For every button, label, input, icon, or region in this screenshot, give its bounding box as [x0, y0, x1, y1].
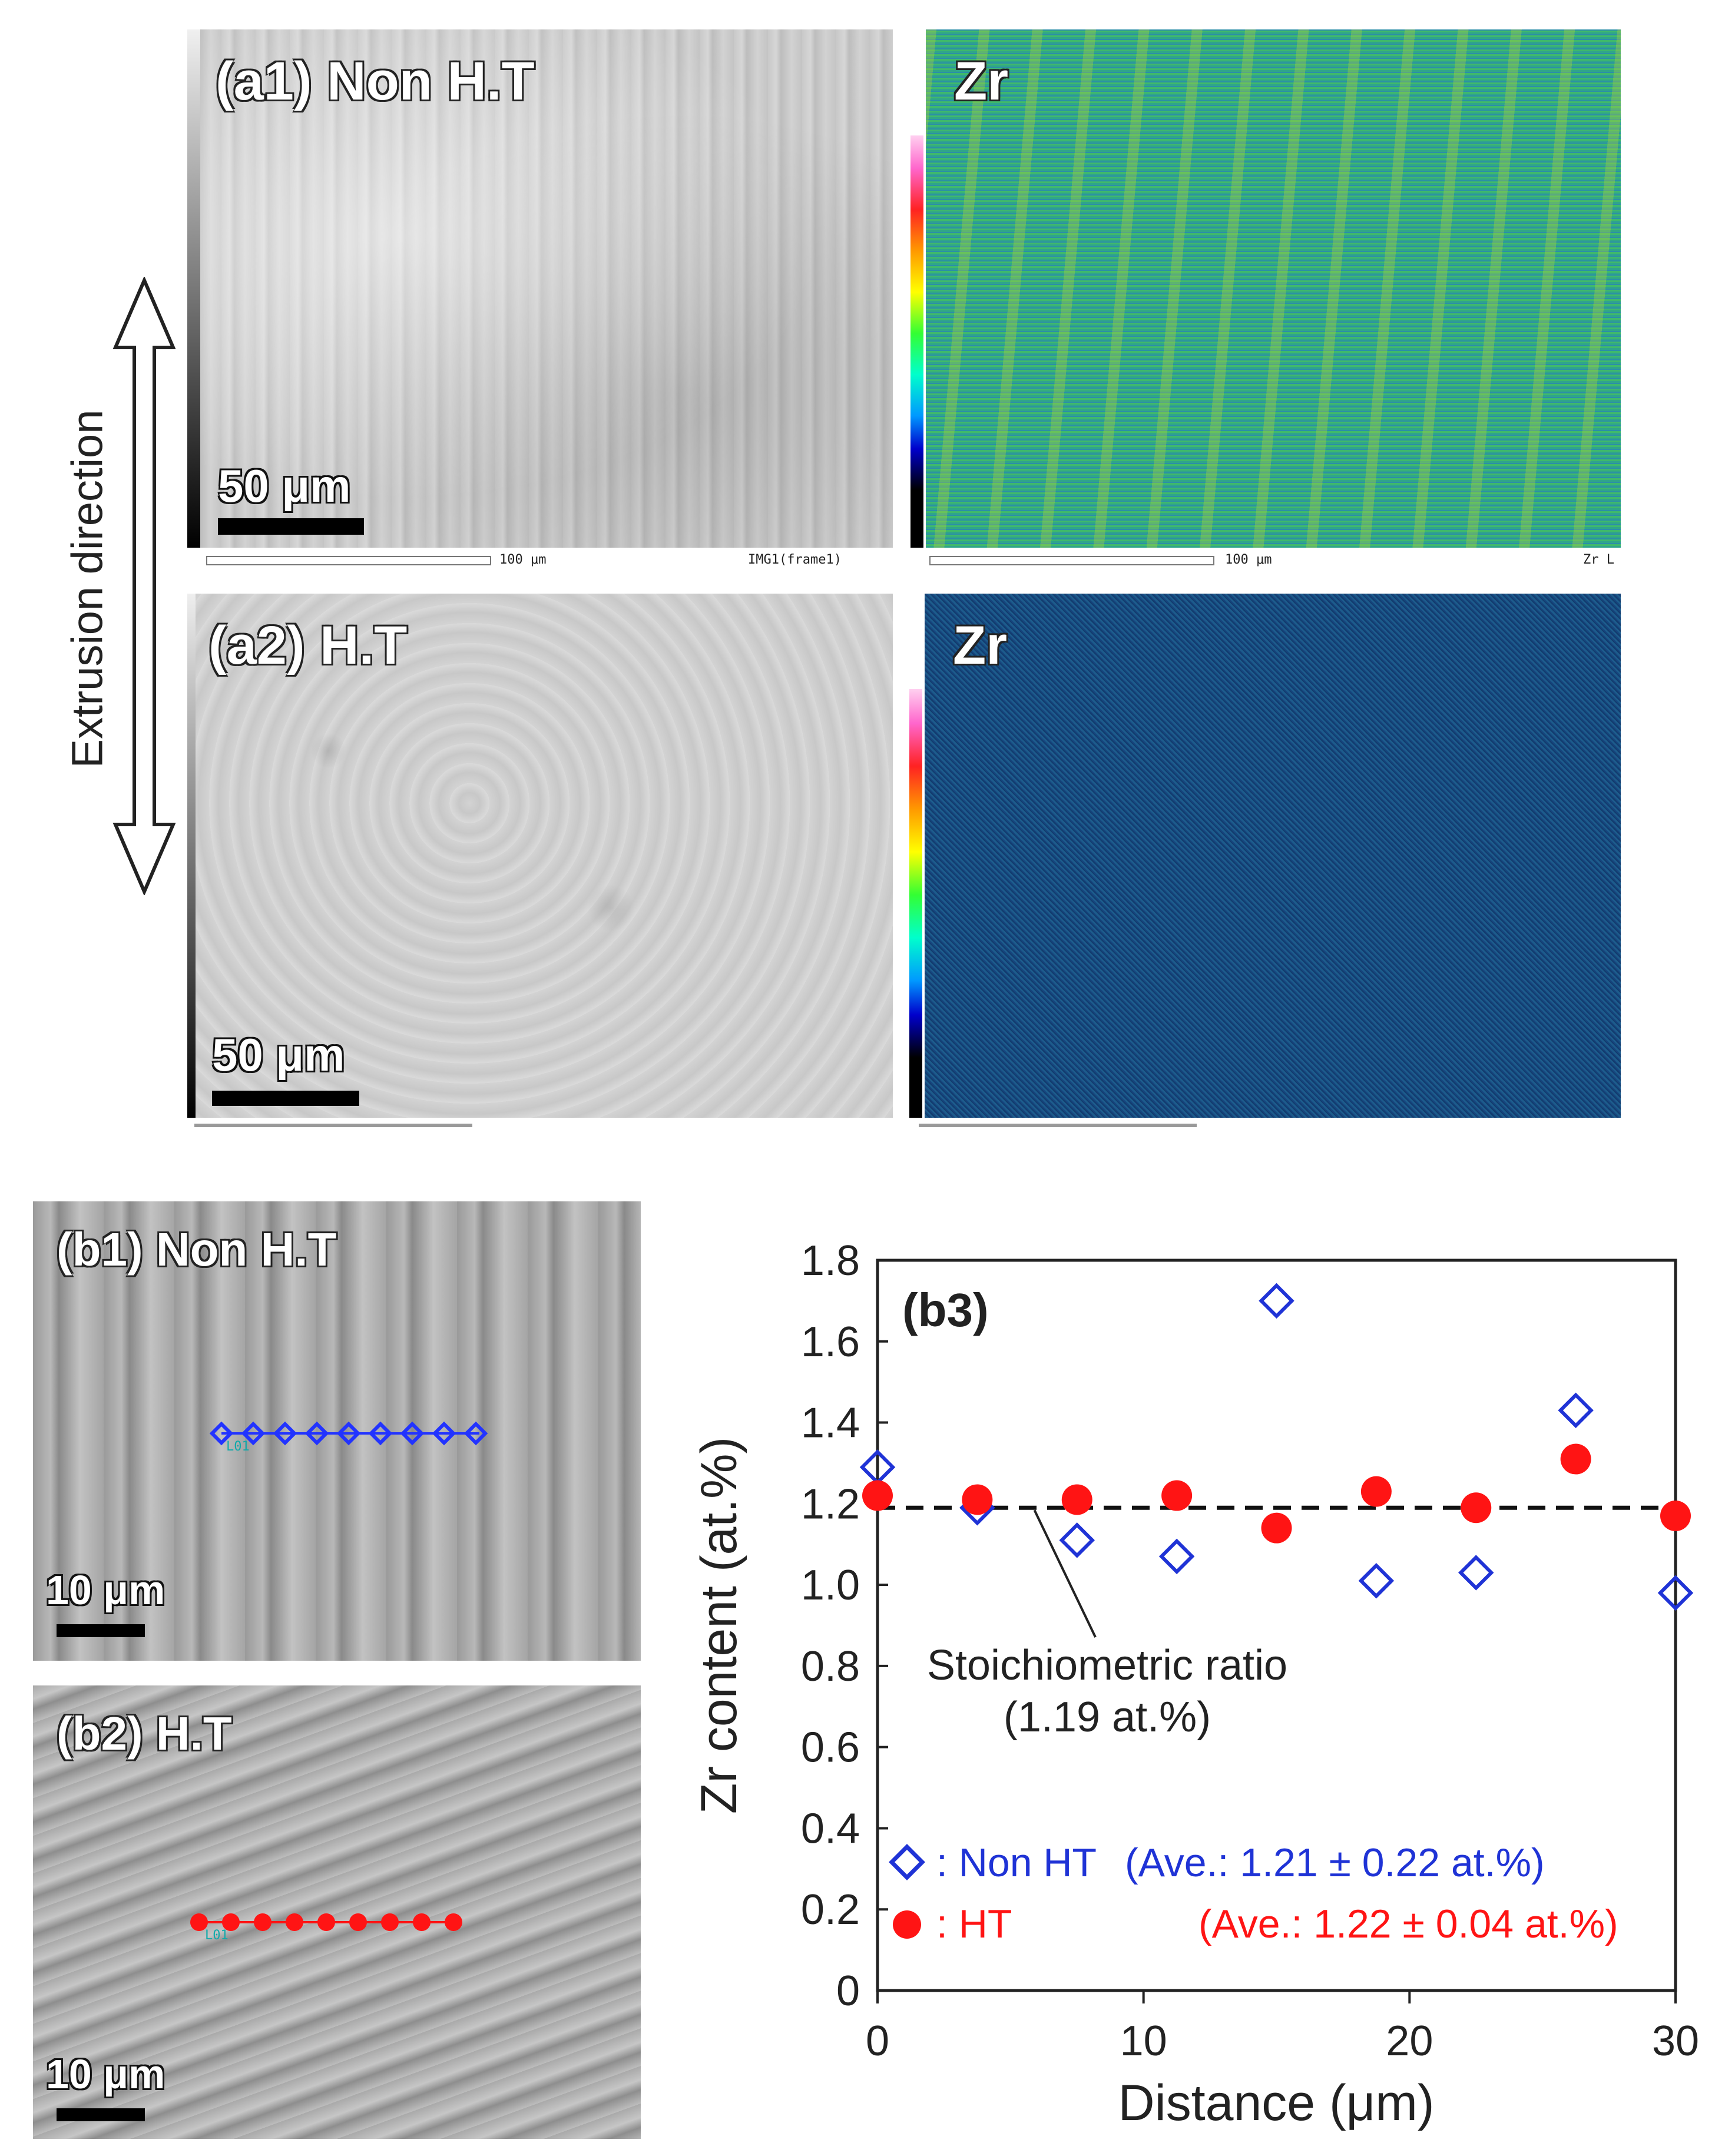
- legend-avg-non-ht: (Ave.: 1.21 ± 0.22 at.%): [1125, 1840, 1545, 1885]
- stoichiometric-pointer: [1033, 1509, 1097, 1638]
- ht-point: [1261, 1512, 1292, 1544]
- non-ht-point: [1458, 1555, 1494, 1591]
- scale-bar-a2: [212, 1091, 359, 1106]
- ht-point: [1461, 1492, 1492, 1524]
- zr-content-chart: 0 0.2 0.4 0.6 0.8 1.0 1.2 1.4 1.6 1.8 0 10 20 30 Sto…: [691, 1237, 1699, 2131]
- y-tick-label: 1.6: [801, 1319, 860, 1366]
- zr-label-1: Zr: [954, 51, 1008, 111]
- ht-point: [1360, 1476, 1392, 1507]
- caption-element-zr1: Zr L: [1583, 552, 1614, 567]
- line-marker-b1: L01: [226, 1439, 250, 1454]
- non-ht-point: [1558, 1392, 1594, 1429]
- caption-bar-a1: [206, 556, 491, 565]
- line-marker-b2: L01: [205, 1928, 229, 1943]
- scale-label-a2: 50 μm: [212, 1029, 345, 1081]
- caption-line-zr2: [919, 1124, 1614, 1127]
- line-scan-b2: [190, 1913, 462, 1931]
- ht-point: [862, 1480, 893, 1511]
- scale-bar-a1: [218, 518, 364, 535]
- scale-bar-b1: [57, 1624, 145, 1637]
- y-tick-label: 1.8: [801, 1237, 860, 1284]
- zr-label-2: Zr: [953, 615, 1007, 675]
- x-axis-title: Distance (μm): [1118, 2075, 1435, 2131]
- x-tick-label: 0: [866, 2018, 889, 2065]
- ht-point: [1061, 1484, 1092, 1515]
- non-ht-point: [1657, 1575, 1694, 1611]
- y-tick-label: 0: [836, 1968, 860, 2015]
- legend: : Non HT (Ave.: 1.21 ± 0.22 at.%) : HT (…: [889, 1840, 1618, 1946]
- caption-line-a2: [194, 1124, 889, 1127]
- legend-label-non-ht: : Non HT: [936, 1840, 1097, 1885]
- caption-scale-a1: 100 μm: [499, 552, 547, 567]
- y-axis-title: Zr content (at.%): [691, 1437, 747, 1814]
- x-tick-label: 10: [1120, 2018, 1167, 2065]
- y-tick-label: 1.2: [801, 1481, 860, 1528]
- caption-scale-zr1: 100 μm: [1225, 552, 1272, 567]
- eds-map-zr-2: Zr: [925, 594, 1621, 1118]
- scale-bar-b2: [57, 2108, 145, 2121]
- eds-map-zr-1: Zr: [926, 29, 1621, 548]
- panel-label-a1: (a1) Non H.T: [216, 51, 535, 111]
- panel-label-b1: (b1) Non H.T: [57, 1223, 337, 1276]
- legend-marker-non-ht: [889, 1844, 925, 1880]
- panel-label-b2: (b2) H.T: [57, 1707, 232, 1760]
- extrusion-arrow: [112, 277, 176, 895]
- stoichiometric-value: (1.19 at.%): [1004, 1694, 1211, 1741]
- scale-label-a1: 50 μm: [218, 460, 351, 512]
- non-ht-point: [1158, 1538, 1195, 1575]
- y-tick-label: 0.8: [801, 1643, 860, 1690]
- y-tick-label: 1.4: [801, 1400, 860, 1447]
- caption-frame-a1: IMG1(frame1): [748, 552, 842, 567]
- ht-point: [1660, 1501, 1691, 1531]
- color-scale-zr1: [910, 135, 923, 548]
- legend-label-ht: : HT: [936, 1902, 1012, 1946]
- y-tick-label: 0.6: [801, 1724, 860, 1771]
- ht-point: [1161, 1480, 1193, 1511]
- scale-label-b2: 10 μm: [46, 2051, 165, 2097]
- y-tick-label: 1.0: [801, 1562, 860, 1609]
- y-tick-label: 0.2: [801, 1886, 860, 1933]
- panel-label-b3: (b3): [902, 1284, 989, 1336]
- sem-image-a2: (a2) H.T 50 μm: [187, 594, 893, 1118]
- x-tick-label: 30: [1652, 2018, 1699, 2065]
- line-scan-b1: [209, 1421, 488, 1446]
- sem-image-b1: (b1) Non H.T L01 10 μm: [33, 1201, 641, 1661]
- stoichiometric-label: Stoichiometric ratio: [927, 1642, 1287, 1689]
- legend-avg-ht: (Ave.: 1.22 ± 0.04 at.%): [1198, 1902, 1618, 1946]
- ht-point: [962, 1484, 993, 1515]
- x-tick-label: 20: [1386, 2018, 1433, 2065]
- non-ht-point: [1259, 1283, 1294, 1319]
- panel-label-a2: (a2) H.T: [208, 615, 408, 675]
- y-tick-label: 0.4: [801, 1805, 860, 1852]
- scale-label-b1: 10 μm: [46, 1567, 165, 1613]
- plot-area: [876, 1259, 1677, 1992]
- sem-image-a1: (a1) Non H.T 50 μm: [187, 29, 893, 548]
- sem-image-b2: (b2) H.T L01 10 μm: [33, 1685, 641, 2139]
- ht-point: [1560, 1443, 1591, 1475]
- non-ht-point: [1059, 1522, 1095, 1558]
- non-ht-point: [1358, 1562, 1395, 1599]
- legend-marker-ht: [893, 1910, 921, 1939]
- color-scale-zr2: [909, 689, 922, 1118]
- caption-bar-zr1: [929, 556, 1214, 565]
